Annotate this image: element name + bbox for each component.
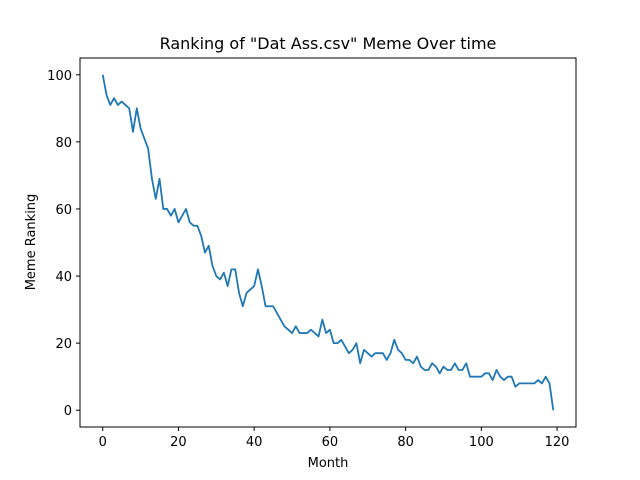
chart-title: Ranking of "Dat Ass.csv" Meme Over time	[160, 34, 497, 53]
y-tick-label: 20	[55, 337, 72, 352]
x-tick-label: 0	[99, 435, 107, 450]
x-tick-label: 120	[545, 435, 570, 450]
y-tick-label: 80	[55, 136, 72, 151]
plot-frame	[79, 57, 577, 428]
plot-area	[101, 74, 555, 411]
x-axis: 0 20 40 60 80 100 120	[99, 427, 570, 450]
x-tick-label: 60	[322, 435, 339, 450]
y-tick-label: 0	[64, 404, 72, 419]
x-tick-label: 80	[397, 435, 414, 450]
x-tick-label: 100	[469, 435, 494, 450]
y-tick-label: 40	[55, 270, 72, 285]
y-axis-label: Meme Ranking	[24, 194, 39, 291]
x-tick-label: 20	[170, 435, 187, 450]
x-axis-label: Month	[308, 456, 349, 471]
y-tick-label: 100	[47, 69, 72, 84]
x-tick-label: 40	[246, 435, 263, 450]
y-tick-label: 60	[55, 203, 72, 218]
series-line-0	[101, 74, 555, 411]
y-axis: 0 20 40 60 80 100	[47, 69, 80, 419]
